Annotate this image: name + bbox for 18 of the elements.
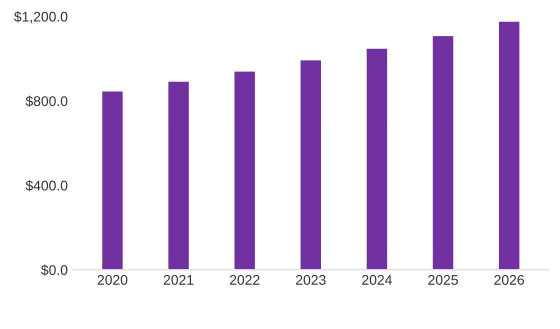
x-tick-label: 2020 xyxy=(98,275,128,285)
x-tick-label: 2022 xyxy=(230,275,260,285)
y-tick-label: $400.0 xyxy=(26,180,68,192)
bar xyxy=(233,70,256,270)
bar xyxy=(365,47,389,270)
x-tick-label: 2026 xyxy=(494,275,524,285)
bar xyxy=(166,80,190,270)
y-tick-label: $1,200.0 xyxy=(14,11,68,24)
x-tick-label: 2025 xyxy=(428,275,458,285)
bar xyxy=(100,90,124,270)
bar xyxy=(498,20,521,270)
x-tick-label: 2021 xyxy=(164,275,194,285)
y-tick-label: $0.0 xyxy=(41,264,68,276)
y-tick-label: $800.0 xyxy=(26,96,68,107)
bar xyxy=(299,59,322,270)
bar xyxy=(431,34,455,270)
x-tick-label: 2024 xyxy=(362,275,392,285)
x-tick-label: 2023 xyxy=(296,275,326,285)
